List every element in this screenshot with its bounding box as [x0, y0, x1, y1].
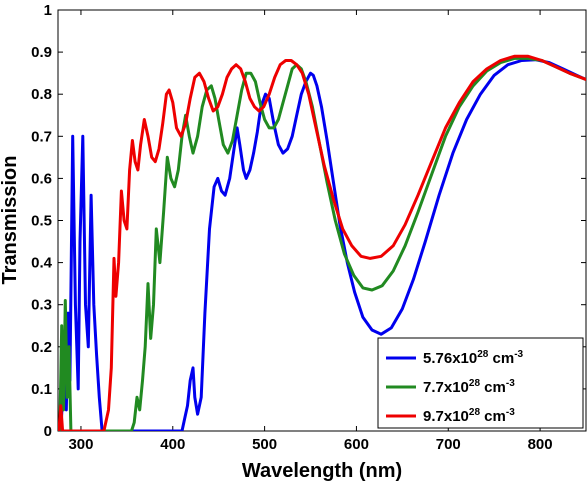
- legend-label-1: 5.76x1028 cm-3: [423, 349, 524, 367]
- y-tick-label: 0.5: [31, 213, 52, 230]
- series-line-1: [59, 58, 586, 431]
- y-axis-title: Transmission: [0, 156, 21, 285]
- y-tick-label: 0.8: [31, 86, 52, 103]
- y-tick-label: 0.7: [31, 128, 52, 145]
- x-tick-label: 500: [252, 436, 277, 453]
- y-tick-label: 0: [44, 423, 52, 440]
- legend-box: [377, 337, 584, 429]
- y-tick-label: 0.2: [31, 339, 52, 356]
- y-tick-label: 0.3: [31, 297, 52, 314]
- x-tick-label: 400: [160, 436, 185, 453]
- series-layer: [58, 54, 586, 431]
- axis-ticks: 300 400 500 600 700 800 0 0.1 0.2 0.3 0.4 0.5 0.6 0.7…: [31, 2, 586, 453]
- y-tick-label: 0.9: [31, 44, 52, 61]
- legend: 5.76x1028 cm-3 7.7x1028 cm-3 9.7x1028 cm-3: [377, 337, 584, 429]
- y-tick-label: 0.4: [31, 255, 53, 272]
- legend-label-2: 7.7x1028 cm-3: [423, 378, 515, 396]
- y-tick-label: 1: [44, 2, 52, 19]
- x-tick-label: 600: [344, 436, 369, 453]
- series-line-2: [58, 56, 586, 431]
- x-tick-label: 700: [436, 436, 461, 453]
- series-line-3: [58, 54, 586, 431]
- y-tick-label: 0.1: [31, 381, 52, 398]
- y-tick-label: 0.6: [31, 170, 52, 187]
- x-tick-label: 300: [68, 436, 93, 453]
- x-axis-title: Wavelength (nm): [242, 460, 402, 482]
- x-tick-label: 800: [528, 436, 553, 453]
- legend-label-3: 9.7x1028 cm-3: [423, 407, 515, 425]
